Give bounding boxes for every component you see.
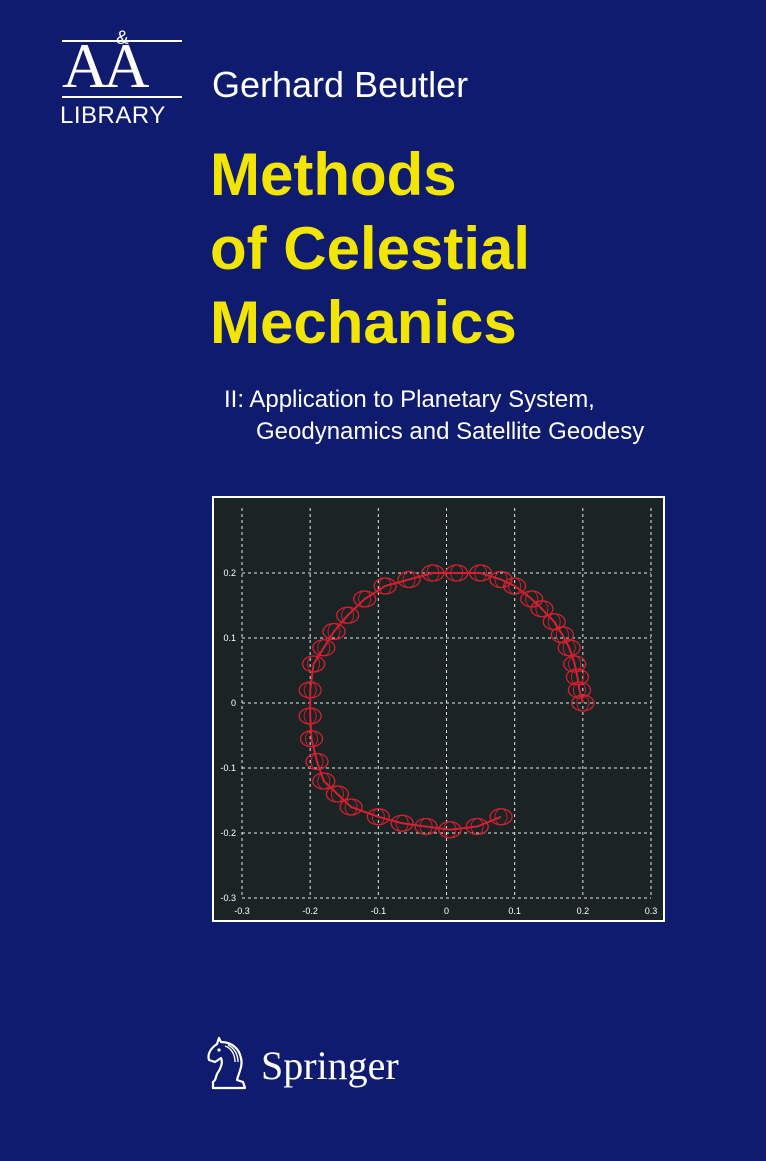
orbit-point-inner	[562, 639, 576, 657]
plot-background	[214, 498, 663, 920]
orbit-point-inner	[443, 821, 457, 839]
logo-library-text: LIBRARY	[60, 102, 166, 129]
orbit-point-inner	[307, 655, 321, 673]
orbit-point-inner	[330, 785, 344, 803]
orbit-point-inner	[344, 798, 358, 816]
orbit-point-inner	[426, 564, 440, 582]
orbit-point-inner	[494, 571, 508, 588]
orbit-point-inner	[303, 681, 317, 699]
orbit-plot: -0.3 -0.2 -0.1 0 0.1 0.2 0.3 0.2 0.1 0 -0.1 -0.2 -0.…	[212, 496, 665, 922]
x-tick-label: 0	[444, 906, 449, 916]
orbit-point-inner	[525, 590, 539, 608]
orbit-point-inner	[494, 808, 508, 826]
y-tick-label: 0	[231, 698, 236, 708]
orbit-point-inner	[303, 707, 317, 725]
orbit-point-inner	[317, 639, 331, 657]
orbit-point-inner	[358, 590, 372, 608]
orbit-point-inner	[305, 730, 318, 748]
orbit-point-inner	[570, 668, 584, 686]
orbit-point-inner	[317, 772, 331, 790]
x-tick-label: 0.3	[645, 906, 658, 916]
orbit-point-inner	[327, 623, 341, 640]
y-tick-label: 0.1	[223, 633, 236, 643]
knight-chess-piece-icon	[207, 1036, 247, 1090]
y-tick-label: -0.2	[220, 828, 236, 838]
publisher-name: Springer	[261, 1043, 399, 1088]
orbit-point-inner	[310, 753, 324, 770]
orbit-point-inner	[450, 564, 464, 582]
orbit-point-inner	[572, 681, 586, 699]
logo-ampersand: &	[116, 28, 129, 49]
subtitle-line-2: Geodynamics and Satellite Geodesy	[256, 418, 645, 445]
y-tick-label: -0.3	[220, 893, 236, 903]
logo-top-rule	[62, 40, 182, 42]
x-tick-label: -0.2	[302, 906, 318, 916]
orbit-point-inner	[402, 571, 416, 588]
subtitle-line-1: II: Application to Planetary System,	[224, 386, 595, 413]
x-tick-label: 0.1	[508, 906, 521, 916]
orbit-point-inner	[419, 818, 433, 835]
title-line: Methods	[210, 141, 457, 208]
orbit-point-inner	[395, 814, 409, 832]
title-line: of Celestial	[210, 215, 531, 282]
x-tick-label: 0.2	[577, 906, 590, 916]
y-tick-label: -0.1	[220, 763, 236, 773]
orbit-point-inner	[474, 564, 488, 582]
title-line: Mechanics	[210, 289, 517, 356]
logo-bottom-rule	[62, 96, 182, 98]
logo-letters: AA	[62, 30, 149, 101]
orbit-plot-svg: -0.3 -0.2 -0.1 0 0.1 0.2 0.3 0.2 0.1 0 -0.1 -0.2 -0.…	[214, 498, 663, 920]
author-name: Gerhard Beutler	[212, 64, 469, 105]
orbit-point-inner	[470, 818, 484, 835]
x-tick-label: -0.1	[371, 906, 387, 916]
orbit-point-inner	[378, 577, 392, 595]
orbit-point-inner	[547, 613, 561, 631]
x-tick-label: -0.3	[234, 906, 250, 916]
aa-library-logo: & AA LIBRARY	[58, 28, 188, 130]
y-tick-label: 0.2	[223, 568, 236, 578]
book-subtitle: II: Application to Planetary System, Geo…	[224, 384, 744, 448]
orbit-point-inner	[341, 606, 355, 624]
orbit-point-inner	[568, 655, 582, 673]
book-title: Methods of Celestial Mechanics	[210, 138, 750, 360]
orbit-point-inner	[576, 694, 590, 712]
orbit-point-inner	[371, 808, 385, 826]
